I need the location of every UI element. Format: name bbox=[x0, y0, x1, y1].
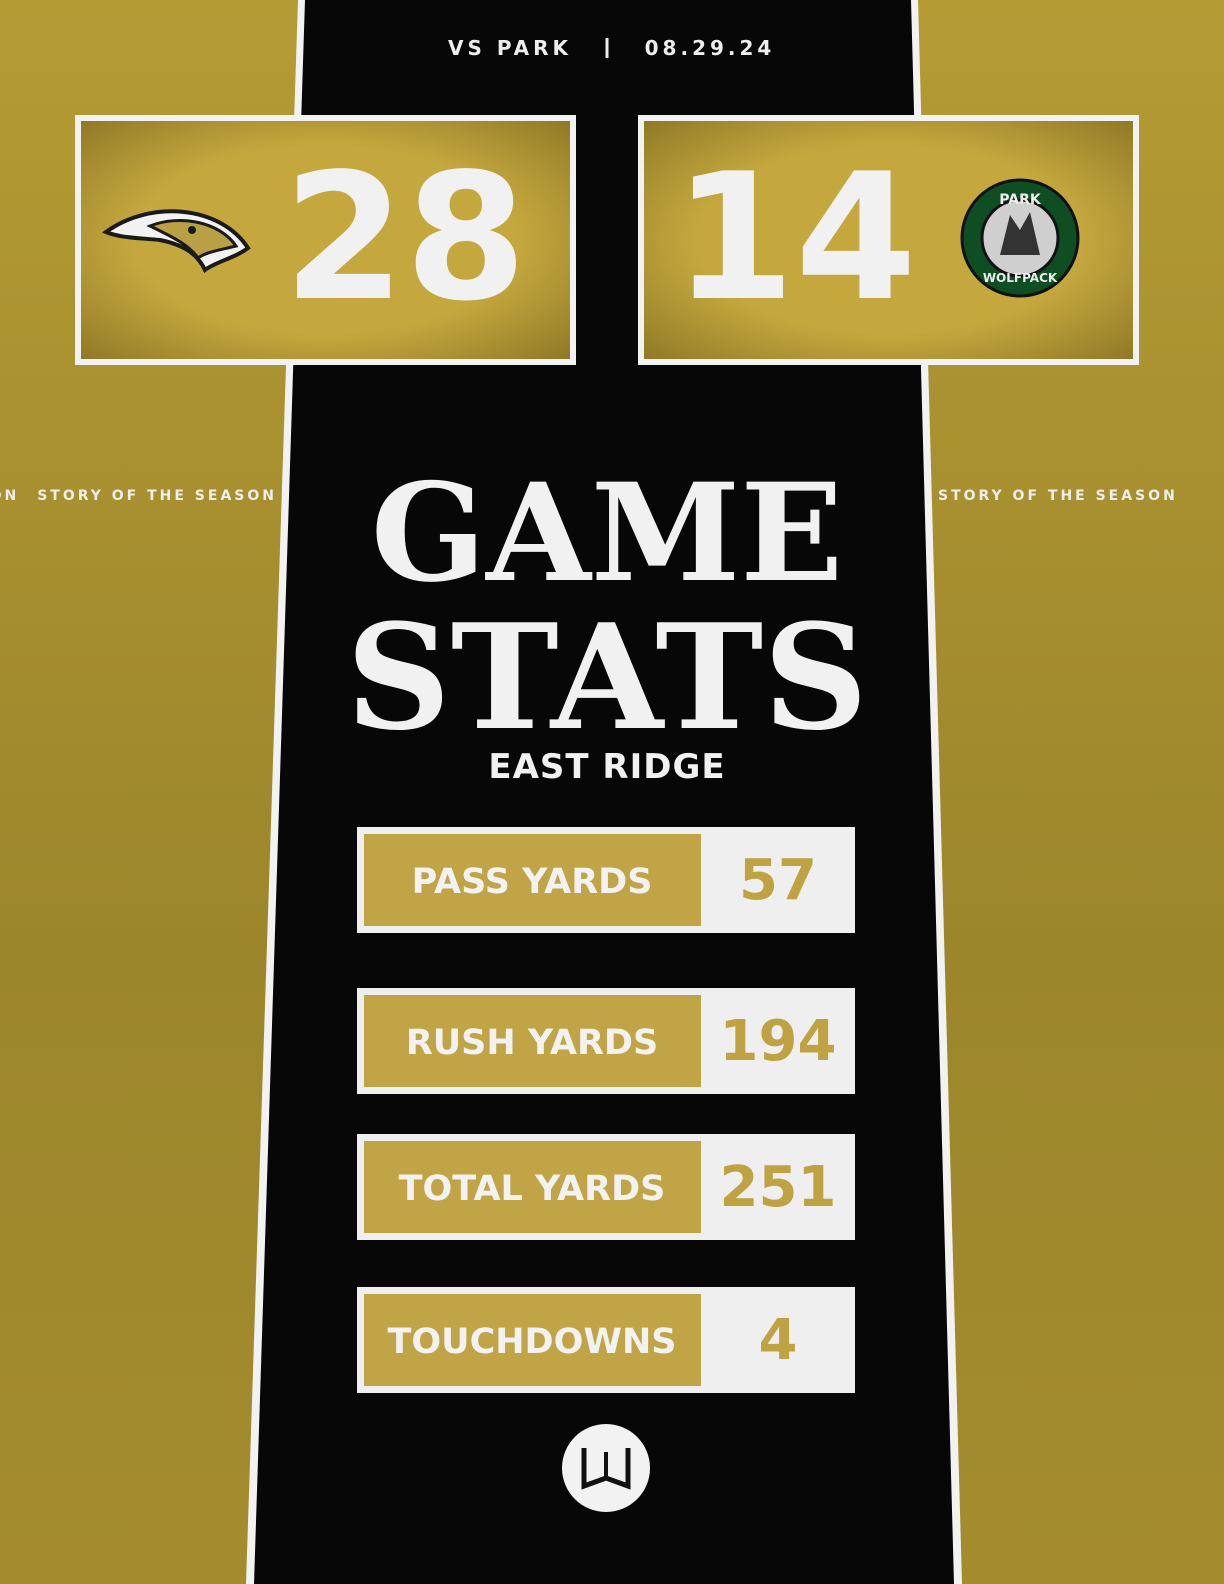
stat-value: 57 bbox=[739, 848, 817, 913]
stats: PASS YARDS 57 RUSH YARDS 194 TOTAL YARDS 251 T… bbox=[357, 827, 855, 1393]
ticker-text: STORY OF THE SEASON bbox=[938, 488, 1178, 504]
title-line1: GAME bbox=[371, 453, 843, 612]
stat-label: TOUCHDOWNS bbox=[388, 1322, 677, 1362]
stat-value: 4 bbox=[759, 1308, 798, 1373]
away-score: 14 bbox=[673, 137, 917, 340]
title-line2: STATS bbox=[346, 593, 868, 763]
stat-label: TOTAL YARDS bbox=[399, 1169, 666, 1209]
ticker-text: STORY OF THE SEASON bbox=[37, 488, 277, 504]
stat-label: PASS YARDS bbox=[412, 862, 653, 902]
ticker-right: STORY OF THE SEASON bbox=[938, 488, 1178, 504]
stat-label-bg bbox=[364, 1294, 701, 1386]
home-score: 28 bbox=[283, 137, 527, 340]
stat-label-bg bbox=[364, 1141, 701, 1233]
stat-value: 194 bbox=[720, 1009, 837, 1074]
ticker-left: STORY OF THE SEASON STORY OF THE SEASON bbox=[0, 488, 277, 504]
brand-logo bbox=[562, 1424, 650, 1512]
date: 08.29.24 bbox=[645, 36, 776, 60]
team-name: EAST RIDGE bbox=[488, 747, 725, 787]
away-logo: PARK WOLFPACK bbox=[960, 178, 1080, 298]
ticker-text: STORY OF THE SEASON bbox=[0, 488, 19, 504]
stat-label-bg bbox=[364, 834, 701, 926]
opponent: VS PARK bbox=[448, 36, 572, 60]
away-logo-bottom: WOLFPACK bbox=[983, 271, 1058, 285]
stat-label: RUSH YARDS bbox=[406, 1023, 658, 1063]
home-logo bbox=[101, 209, 251, 274]
stat-label-bg bbox=[364, 995, 701, 1087]
stat-value: 251 bbox=[720, 1155, 837, 1220]
away-logo-top: PARK bbox=[999, 192, 1042, 208]
